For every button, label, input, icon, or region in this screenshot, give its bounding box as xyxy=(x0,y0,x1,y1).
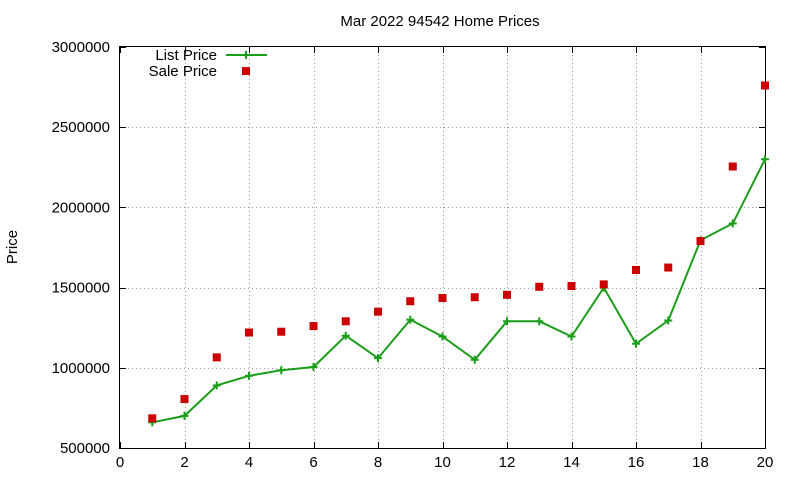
list-price-point xyxy=(374,354,382,363)
x-tick-label: 4 xyxy=(245,454,253,471)
sale-price-point xyxy=(180,395,189,404)
sale-price-point xyxy=(212,353,221,362)
list-price-point xyxy=(632,339,640,348)
sale-price-point xyxy=(503,290,511,299)
list-price-point xyxy=(406,315,415,324)
x-tick-label: 16 xyxy=(628,454,645,471)
list-price-point xyxy=(277,366,286,375)
plot-frame xyxy=(119,46,766,449)
list-price-point xyxy=(664,316,673,325)
sale-price-point xyxy=(309,322,318,331)
list-price-point xyxy=(503,317,511,326)
y-axis-label: Price xyxy=(4,230,21,264)
list-price-point xyxy=(535,317,544,326)
y-tick-label: 3000000 xyxy=(52,39,110,56)
list-price-point xyxy=(470,355,479,364)
x-tick-label: 20 xyxy=(757,454,774,471)
chart-title: Mar 2022 94542 Home Prices xyxy=(340,13,539,30)
legend-label-sale-price: Sale Price xyxy=(149,63,217,80)
list-price-point xyxy=(309,362,318,371)
series-layer xyxy=(148,81,769,427)
sale-price-point xyxy=(761,81,769,90)
list-price-point xyxy=(341,331,350,340)
x-tick-label: 6 xyxy=(309,454,317,471)
sale-price-point xyxy=(277,327,286,336)
grid xyxy=(120,47,765,448)
sale-price-point xyxy=(535,282,544,291)
sale-price-point xyxy=(470,293,479,302)
sale-price-point xyxy=(632,265,640,274)
x-tick-label: 0 xyxy=(116,454,124,471)
tick-labels: 0 2 4 6 8 10 12 14 16 18 20 500000 1000000 1500000 200… xyxy=(52,39,774,471)
x-tick-label: 8 xyxy=(374,454,382,471)
sale-price-point xyxy=(438,294,447,303)
sale-price-point xyxy=(245,328,253,337)
sale-price-point xyxy=(696,237,705,246)
x-tick-label: 12 xyxy=(499,454,516,471)
x-tick-label: 18 xyxy=(692,454,709,471)
sale-price-point xyxy=(374,307,382,316)
y-tick-label: 2500000 xyxy=(52,119,110,136)
list-price-point xyxy=(180,411,189,420)
legend-label-list-price: List Price xyxy=(155,47,217,64)
list-price-point xyxy=(567,332,576,341)
x-tick-label: 2 xyxy=(180,454,188,471)
sale-price-point xyxy=(599,280,608,289)
list-price-point xyxy=(245,371,253,380)
sale-price-point xyxy=(567,281,576,290)
x-tick-label: 14 xyxy=(563,454,580,471)
x-tick-label: 10 xyxy=(434,454,451,471)
sale-price-point xyxy=(728,162,737,171)
list-price-line xyxy=(152,158,766,424)
sale-price-point xyxy=(148,414,157,423)
y-tick-label: 2000000 xyxy=(52,199,110,216)
sale-price-point xyxy=(341,317,350,326)
sale-price-point xyxy=(406,297,415,306)
list-price-point xyxy=(761,155,769,164)
legend-marker-sale-price xyxy=(242,67,250,75)
y-tick-label: 1500000 xyxy=(52,280,110,297)
list-price-point xyxy=(728,219,737,228)
y-tick-label: 1000000 xyxy=(52,360,110,377)
sale-price-point xyxy=(664,263,673,272)
list-price-point xyxy=(438,332,447,341)
list-price-point xyxy=(212,381,221,390)
y-tick-label: 500000 xyxy=(60,440,110,457)
